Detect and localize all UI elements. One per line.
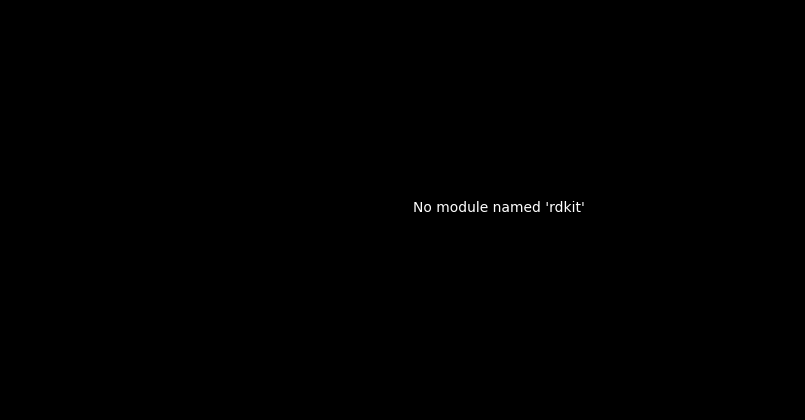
Text: No module named 'rdkit': No module named 'rdkit' — [412, 201, 584, 215]
